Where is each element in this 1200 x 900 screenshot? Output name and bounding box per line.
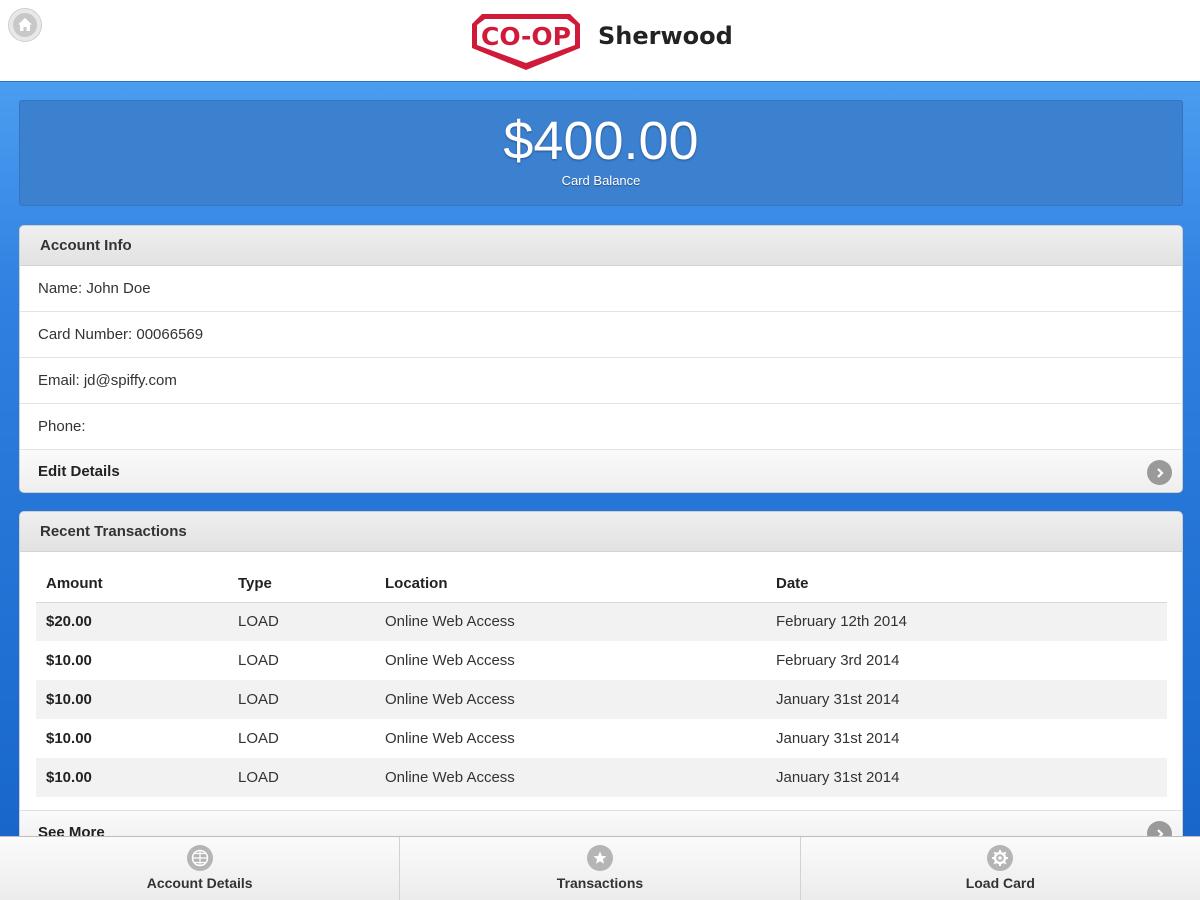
coop-logo: CO-OP bbox=[472, 14, 580, 70]
table-row: $10.00 LOAD Online Web Access January 31… bbox=[36, 758, 1167, 797]
nav-load-card-label: Load Card bbox=[965, 875, 1035, 891]
gear-icon bbox=[987, 845, 1014, 871]
nav-account-details-label: Account Details bbox=[146, 875, 253, 891]
cell-amount: $10.00 bbox=[46, 730, 92, 747]
nav-account-details[interactable]: Account Details bbox=[0, 837, 401, 900]
grid-icon bbox=[186, 845, 213, 871]
account-card-number: Card Number: 00066569 bbox=[20, 312, 1182, 358]
cell-amount: $10.00 bbox=[36, 758, 228, 797]
home-button[interactable] bbox=[8, 8, 42, 42]
table-row: $10.00 LOAD Online Web Access February 3… bbox=[36, 641, 1167, 680]
cell-location: Online Web Access bbox=[385, 652, 515, 669]
cell-type: LOAD bbox=[238, 652, 279, 669]
nav-load-card[interactable]: Load Card bbox=[801, 837, 1200, 900]
cell-location: Online Web Access bbox=[375, 602, 766, 641]
cell-location: Online Web Access bbox=[385, 730, 515, 747]
account-info-title: Account Info bbox=[20, 226, 1182, 266]
cell-type: LOAD bbox=[228, 680, 375, 719]
edit-details-button[interactable]: Edit Details bbox=[20, 450, 1182, 492]
col-date: Date bbox=[766, 566, 1167, 603]
cell-date: January 31st 2014 bbox=[766, 758, 1167, 797]
nav-transactions-label: Transactions bbox=[556, 875, 644, 891]
balance-banner: $400.00 Card Balance bbox=[19, 100, 1183, 206]
cell-date: February 3rd 2014 bbox=[776, 652, 900, 669]
cell-type: LOAD bbox=[228, 758, 375, 797]
cell-amount: $10.00 bbox=[36, 680, 228, 719]
home-icon bbox=[13, 13, 37, 37]
cell-type: LOAD bbox=[228, 602, 375, 641]
col-amount: Amount bbox=[36, 566, 228, 603]
account-info-panel: Account Info Name: John Doe Card Number:… bbox=[19, 225, 1183, 493]
cell-location: Online Web Access bbox=[375, 758, 766, 797]
app-header: CO-OP Sherwood bbox=[0, 0, 1200, 82]
col-location: Location bbox=[375, 566, 766, 603]
nav-transactions[interactable]: Transactions bbox=[400, 837, 801, 900]
star-icon bbox=[586, 845, 613, 871]
bottom-nav: Account Details Transactions Load Card bbox=[0, 836, 1200, 900]
table-row: $10.00 LOAD Online Web Access January 31… bbox=[36, 680, 1167, 719]
cell-amount: $20.00 bbox=[36, 602, 228, 641]
table-row: $10.00 LOAD Online Web Access January 31… bbox=[36, 719, 1167, 758]
cell-type: LOAD bbox=[238, 730, 279, 747]
balance-label: Card Balance bbox=[561, 173, 641, 188]
account-phone: Phone: bbox=[20, 404, 1182, 450]
transactions-panel: Recent Transactions Amount Type Location… bbox=[19, 511, 1183, 871]
col-type: Type bbox=[228, 566, 375, 603]
account-email: Email: jd@spiffy.com bbox=[20, 358, 1182, 404]
cell-date: January 31st 2014 bbox=[766, 680, 1167, 719]
cell-date: February 12th 2014 bbox=[766, 602, 1167, 641]
balance-amount: $400.00 bbox=[503, 111, 699, 171]
edit-details-label: Edit Details bbox=[38, 463, 120, 480]
transactions-table: Amount Type Location Date $20.00 LOAD On… bbox=[36, 566, 1167, 797]
chevron-right-icon bbox=[1147, 460, 1172, 485]
cell-amount: $10.00 bbox=[46, 652, 92, 669]
transactions-title: Recent Transactions bbox=[20, 512, 1182, 552]
cell-location: Online Web Access bbox=[375, 680, 766, 719]
store-name: Sherwood bbox=[598, 22, 733, 50]
cell-date: January 31st 2014 bbox=[776, 730, 900, 747]
table-row: $20.00 LOAD Online Web Access February 1… bbox=[36, 602, 1167, 641]
logo-text: CO-OP bbox=[481, 22, 571, 51]
account-name: Name: John Doe bbox=[20, 266, 1182, 312]
table-header-row: Amount Type Location Date bbox=[36, 566, 1167, 603]
